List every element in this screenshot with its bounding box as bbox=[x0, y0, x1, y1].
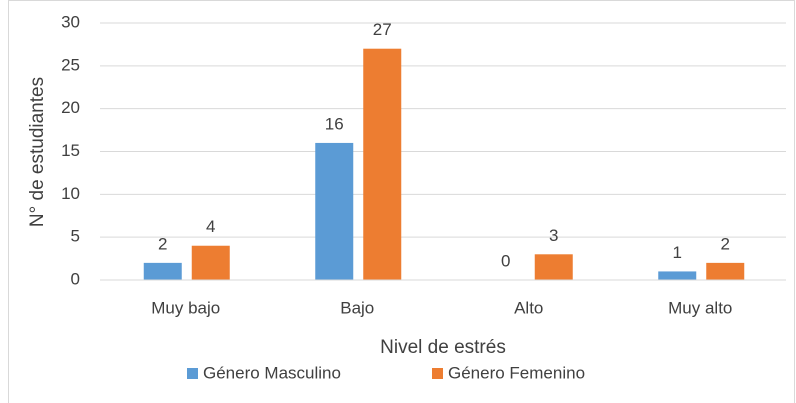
bar bbox=[191, 245, 230, 280]
bar bbox=[658, 271, 697, 280]
legend-swatch bbox=[432, 368, 443, 379]
data-label: 2 bbox=[158, 234, 167, 253]
x-tick-label: Alto bbox=[514, 298, 543, 317]
x-tick-label: Muy bajo bbox=[151, 298, 220, 317]
y-axis-title: N° de estudiantes bbox=[27, 77, 48, 227]
x-axis-title: Nivel de estrés bbox=[380, 337, 506, 358]
y-tick-label: 25 bbox=[61, 55, 80, 74]
bar bbox=[143, 262, 182, 280]
y-tick-label: 30 bbox=[61, 12, 80, 31]
data-label: 4 bbox=[206, 217, 215, 236]
data-label: 2 bbox=[721, 234, 730, 253]
chart-frame bbox=[8, 0, 795, 403]
legend-label: Género Femenino bbox=[448, 363, 585, 382]
bar bbox=[363, 48, 402, 281]
x-tick-label: Muy alto bbox=[668, 298, 732, 317]
data-label: 3 bbox=[549, 226, 558, 245]
legend-label: Género Masculino bbox=[203, 363, 341, 382]
y-tick-label: 5 bbox=[71, 227, 80, 246]
x-tick-label: Bajo bbox=[340, 298, 374, 317]
bar bbox=[534, 254, 573, 280]
y-tick-label: 20 bbox=[61, 98, 80, 117]
data-label: 16 bbox=[325, 114, 344, 133]
y-tick-label: 0 bbox=[71, 269, 80, 288]
data-label: 0 bbox=[501, 251, 510, 270]
y-tick-label: 10 bbox=[61, 184, 80, 203]
data-label: 27 bbox=[373, 20, 392, 39]
data-label: 1 bbox=[673, 243, 682, 262]
y-tick-label: 15 bbox=[61, 141, 80, 160]
bar bbox=[706, 262, 745, 280]
legend-swatch bbox=[187, 368, 198, 379]
bar bbox=[315, 142, 354, 280]
